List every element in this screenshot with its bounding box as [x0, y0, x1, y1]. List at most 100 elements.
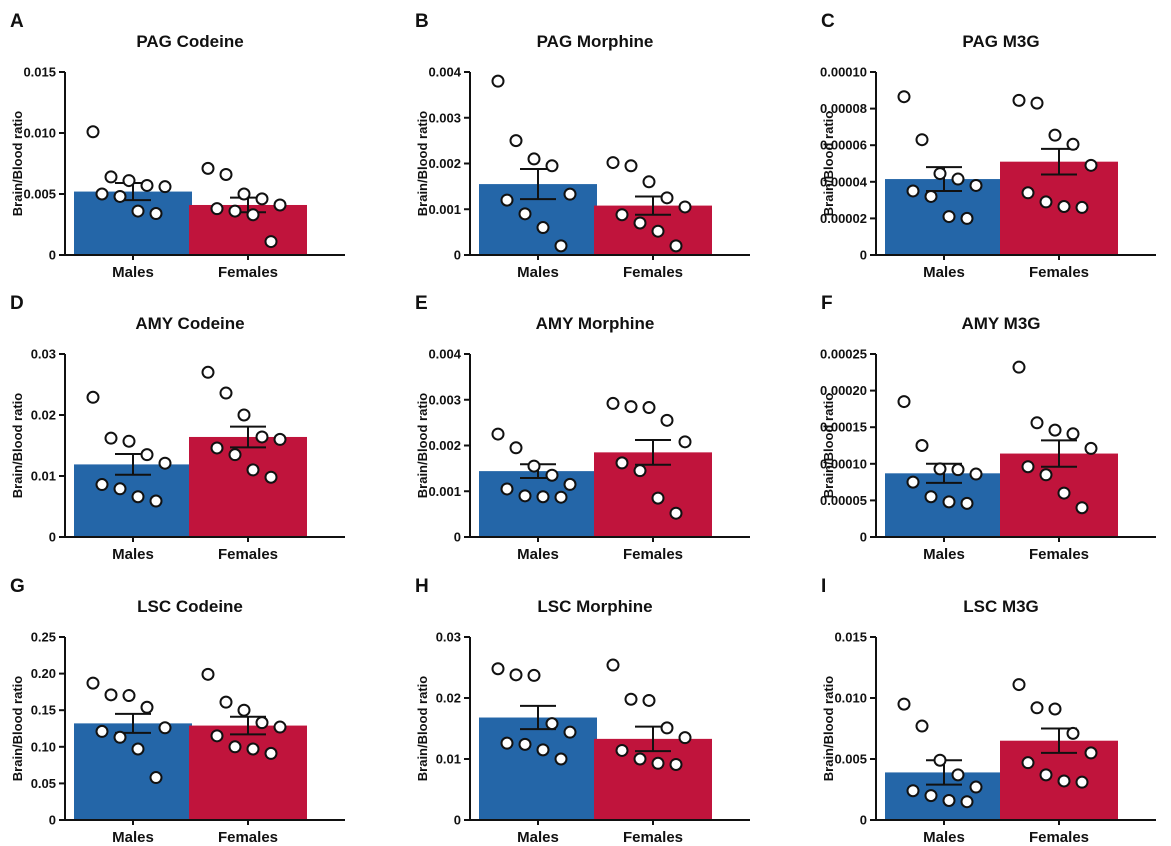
y-tick-label: 0.002	[428, 438, 461, 453]
data-point	[1084, 158, 1098, 172]
panel-title: LSC Codeine	[137, 597, 243, 616]
data-point	[545, 717, 559, 731]
y-tick-label: 0.00015	[820, 420, 867, 435]
y-tick-label: 0	[454, 530, 461, 545]
y-tick-label: 0.25	[31, 630, 56, 645]
data-point	[509, 134, 523, 148]
data-point	[915, 719, 929, 733]
x-category-label: Females	[1029, 546, 1089, 563]
x-category-label: Males	[112, 829, 154, 846]
data-point	[606, 396, 620, 410]
data-point	[969, 467, 983, 481]
y-tick-label: 0.00010	[820, 456, 867, 471]
panel-letter: C	[821, 11, 835, 32]
panel-f: F AMY M3G Brain/Blood ratio 0 0.00005 0.00010…	[820, 293, 1156, 563]
data-point	[606, 658, 620, 672]
y-tick-label: 0	[454, 248, 461, 263]
data-point	[518, 489, 532, 503]
data-point	[678, 200, 692, 214]
y-axis-title: Brain/Blood ratio	[415, 676, 430, 782]
data-point	[660, 191, 674, 205]
data-point	[563, 725, 577, 739]
data-point	[210, 441, 224, 455]
data-point	[554, 490, 568, 504]
data-point	[228, 204, 242, 218]
data-point	[942, 793, 956, 807]
y-tick-label: 0.10	[31, 739, 56, 754]
data-point	[255, 430, 269, 444]
y-tick-label: 0.003	[428, 392, 461, 407]
y-tick-label: 0.01	[31, 469, 56, 484]
bar-males	[74, 191, 192, 255]
data-point	[246, 742, 260, 756]
data-point	[915, 133, 929, 147]
data-point	[131, 490, 145, 504]
data-point	[509, 441, 523, 455]
x-category-label: Males	[517, 546, 559, 563]
bar-males	[479, 717, 597, 820]
data-point	[273, 720, 287, 734]
y-tick-label: 0	[49, 813, 56, 828]
y-axis-title: Brain/Blood ratio	[10, 676, 25, 782]
data-point	[104, 170, 118, 184]
data-point	[158, 180, 172, 194]
y-tick-label: 0.00025	[820, 347, 867, 362]
data-point	[219, 167, 233, 181]
data-point	[86, 676, 100, 690]
x-category-label: Males	[923, 546, 965, 563]
data-point	[149, 207, 163, 221]
data-point	[500, 482, 514, 496]
y-tick-label: 0.015	[23, 65, 56, 80]
data-point	[228, 740, 242, 754]
data-point	[933, 462, 947, 476]
data-point	[642, 693, 656, 707]
y-axis-title: Brain/Blood ratio	[415, 111, 430, 217]
data-point	[669, 757, 683, 771]
data-point	[1066, 137, 1080, 151]
data-point	[246, 208, 260, 222]
data-point	[933, 753, 947, 767]
panel-letter: B	[415, 11, 429, 32]
y-tick-label: 0.010	[834, 691, 867, 706]
data-point	[237, 703, 251, 717]
data-point	[960, 496, 974, 510]
data-point	[536, 490, 550, 504]
x-category-label: Males	[517, 264, 559, 281]
panel-letter: F	[821, 293, 833, 314]
panel-title: AMY Morphine	[536, 314, 655, 333]
data-point	[1084, 746, 1098, 760]
data-point	[491, 74, 505, 88]
data-point	[624, 400, 638, 414]
data-point	[1030, 416, 1044, 430]
panel-letter: I	[821, 576, 826, 597]
y-tick-label: 0.015	[834, 630, 867, 645]
data-point	[149, 494, 163, 508]
panel-title: AMY M3G	[961, 314, 1040, 333]
data-point	[536, 221, 550, 235]
y-tick-label: 0	[49, 248, 56, 263]
data-point	[219, 386, 233, 400]
data-point	[1030, 96, 1044, 110]
data-point	[906, 184, 920, 198]
data-point	[915, 439, 929, 452]
data-point	[158, 721, 172, 735]
data-point	[518, 737, 532, 751]
y-tick-label: 0.001	[428, 484, 461, 499]
y-tick-label: 0	[860, 813, 867, 828]
data-point	[1012, 93, 1026, 107]
data-point	[906, 784, 920, 798]
data-point	[924, 490, 938, 504]
data-point	[624, 692, 638, 706]
data-point	[563, 477, 577, 491]
data-point	[906, 475, 920, 489]
data-point	[897, 90, 911, 104]
data-point	[633, 464, 647, 478]
panel-e: E AMY Morphine Brain/Blood ratio 0 0.001 0.00…	[415, 293, 750, 563]
data-point	[563, 187, 577, 201]
y-axis-title: Brain/Blood ratio	[821, 111, 836, 217]
data-point	[86, 390, 100, 404]
y-tick-label: 0.00004	[820, 174, 868, 189]
data-point	[1039, 768, 1053, 782]
y-tick-label: 0	[49, 530, 56, 545]
